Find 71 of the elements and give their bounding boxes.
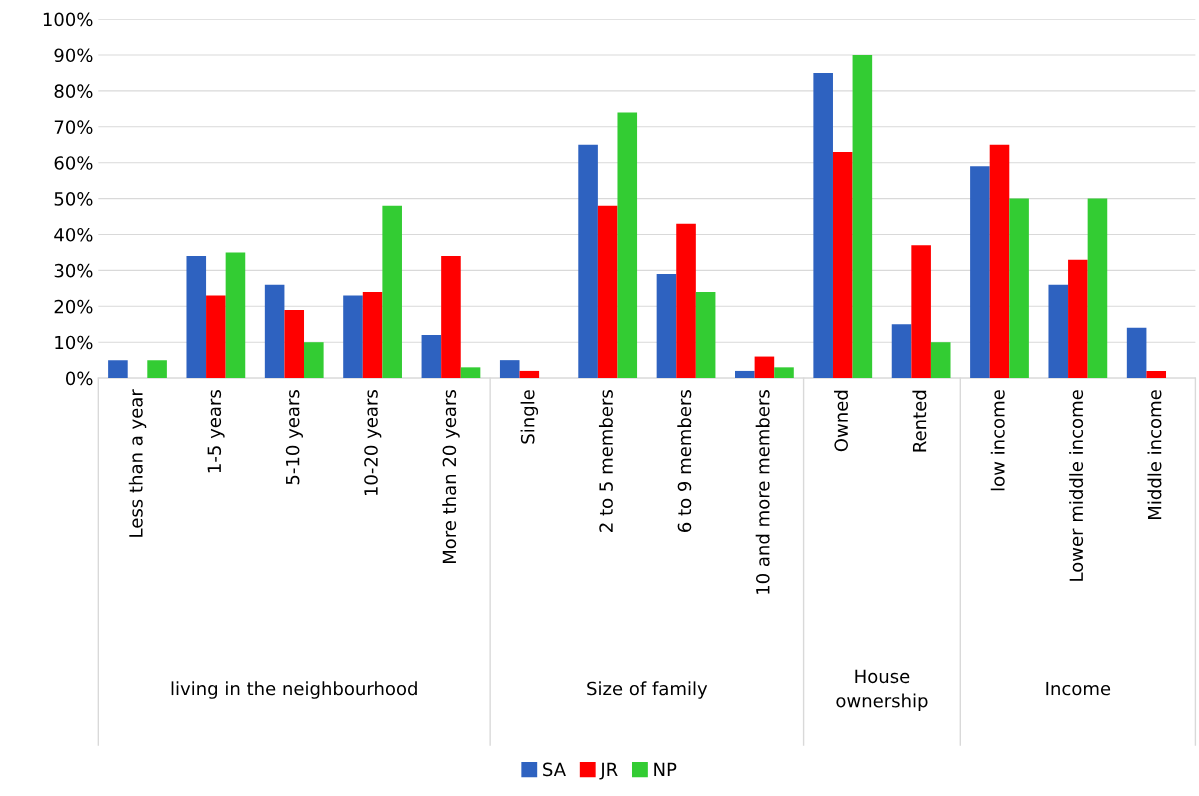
bar bbox=[1048, 284, 1069, 379]
y-tick-label: 30% bbox=[54, 263, 93, 278]
bar bbox=[343, 295, 363, 379]
y-tick-label: 0% bbox=[66, 371, 93, 386]
x-tick-label: 10-20 years bbox=[364, 390, 382, 496]
y-tick-label: 10% bbox=[55, 335, 93, 350]
bar bbox=[1146, 370, 1167, 379]
bar bbox=[617, 112, 638, 379]
text: House ownership bbox=[836, 669, 928, 711]
bar bbox=[930, 342, 951, 379]
x-tick-label: 2 to 5 members bbox=[598, 390, 613, 532]
x-tick-label: Lower middle income bbox=[1069, 390, 1084, 581]
bar bbox=[735, 370, 755, 379]
bar bbox=[832, 151, 853, 379]
bar bbox=[676, 223, 696, 379]
bar bbox=[519, 370, 540, 379]
bar bbox=[695, 291, 716, 379]
y-tick-label: 20% bbox=[54, 299, 93, 314]
bar bbox=[108, 360, 128, 379]
x-tick-label: Owned bbox=[834, 390, 849, 452]
bar bbox=[989, 144, 1010, 379]
x-tick-label: Single bbox=[520, 390, 539, 444]
x-tick-label: Rented bbox=[912, 390, 927, 452]
legend-label: JR bbox=[599, 762, 618, 780]
bar bbox=[578, 144, 598, 379]
x-tick-label: 6 to 9 members bbox=[677, 390, 692, 532]
bar bbox=[1126, 327, 1147, 379]
text: Income bbox=[1046, 681, 1111, 696]
bar bbox=[970, 166, 990, 379]
bar bbox=[362, 291, 383, 379]
x-tick-label: 10 and more members bbox=[755, 390, 770, 594]
bar bbox=[754, 356, 775, 379]
text: Size of family bbox=[587, 681, 708, 699]
bar bbox=[441, 256, 461, 379]
bar bbox=[1068, 259, 1088, 379]
bar bbox=[656, 273, 677, 379]
bar bbox=[264, 284, 285, 379]
bar bbox=[499, 360, 520, 379]
bar bbox=[460, 367, 481, 379]
bar bbox=[186, 256, 207, 379]
bar bbox=[852, 55, 873, 379]
bar bbox=[597, 205, 618, 379]
y-tick-label: 60% bbox=[54, 156, 93, 170]
bar bbox=[147, 360, 167, 379]
x-tick-label: 5-10 years bbox=[285, 390, 303, 485]
bar bbox=[891, 324, 912, 379]
bar bbox=[382, 205, 402, 379]
bar bbox=[1009, 198, 1029, 379]
bar bbox=[206, 295, 226, 379]
y-tick-label: 40% bbox=[54, 227, 93, 242]
bar bbox=[813, 72, 833, 379]
x-tick-label: More than 20 years bbox=[442, 390, 460, 564]
legend-label: SA bbox=[543, 762, 566, 777]
y-tick-label: 90% bbox=[54, 48, 93, 63]
text: living in the neighbourhood bbox=[171, 681, 417, 699]
bar bbox=[225, 252, 246, 379]
x-tick-label: Less than a year bbox=[128, 389, 147, 537]
x-tick-label: Middle income bbox=[1147, 390, 1162, 519]
y-tick-label: 70% bbox=[54, 120, 93, 134]
y-tick-label: 80% bbox=[54, 84, 93, 99]
bar bbox=[774, 367, 794, 379]
y-tick-label: 100% bbox=[43, 12, 93, 27]
legend-label: NP bbox=[654, 762, 677, 776]
x-tick-label: 1-5 years bbox=[207, 390, 225, 473]
bar bbox=[284, 309, 305, 379]
bar bbox=[304, 342, 324, 379]
bar bbox=[1087, 198, 1108, 379]
bar bbox=[911, 245, 931, 379]
x-tick-label: low income bbox=[990, 390, 1005, 491]
y-tick-label: 50% bbox=[54, 192, 93, 206]
bar bbox=[421, 335, 442, 379]
